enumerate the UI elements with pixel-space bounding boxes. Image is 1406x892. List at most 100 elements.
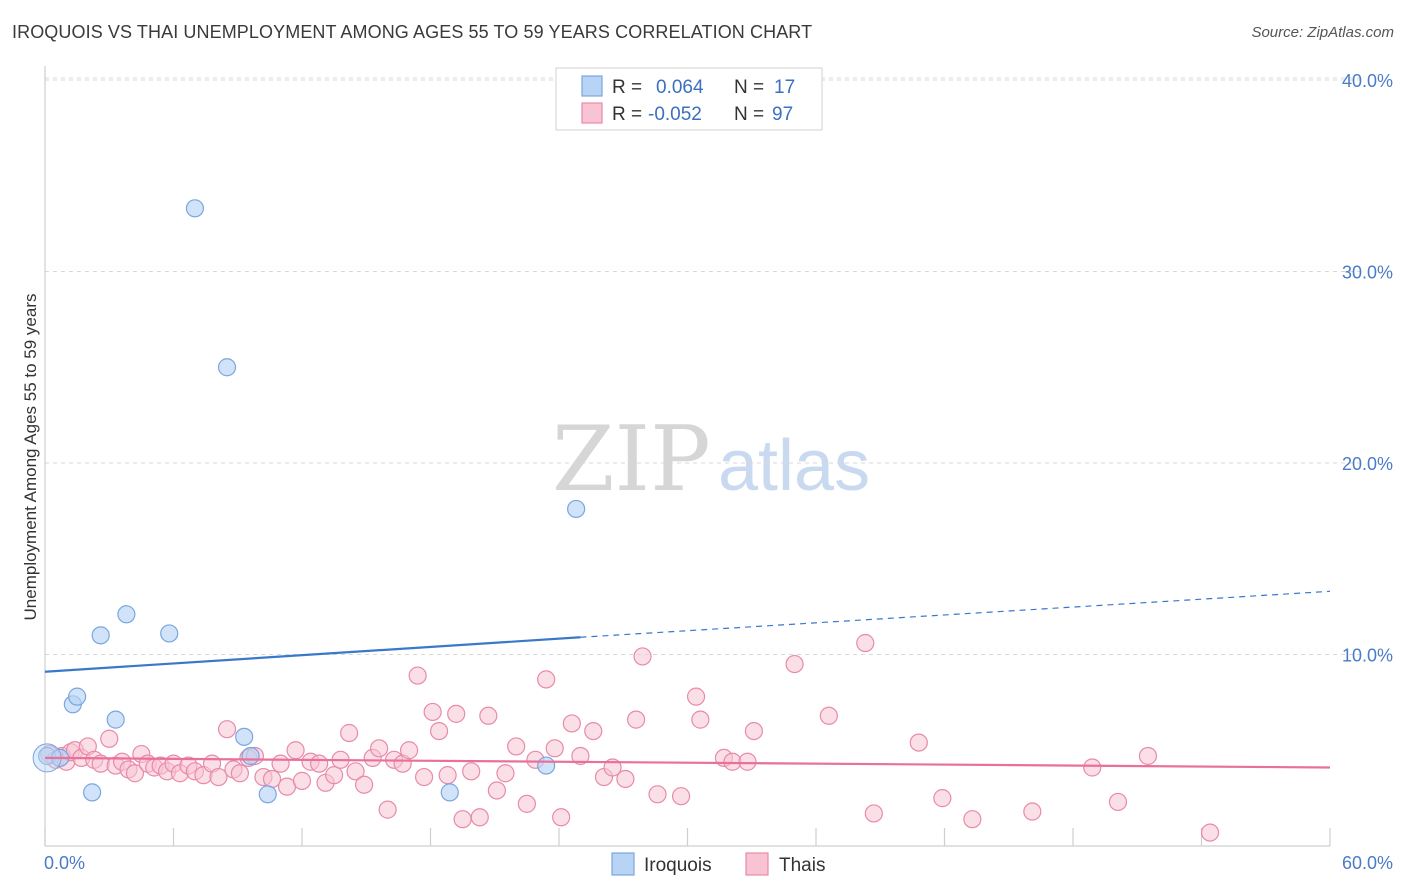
point-thais bbox=[230, 764, 249, 783]
point-thais bbox=[286, 741, 305, 760]
y-tick-label: 30.0% bbox=[1342, 263, 1393, 283]
source-label: Source: ZipAtlas.com bbox=[1251, 24, 1394, 41]
point-thais bbox=[616, 769, 635, 789]
point-thais bbox=[507, 737, 526, 756]
point-iroquois bbox=[68, 687, 87, 706]
legend-swatch-thais bbox=[581, 102, 603, 124]
trend-iroquois-dashed bbox=[580, 590, 1331, 638]
point-iroquois bbox=[185, 199, 205, 218]
point-thais bbox=[423, 702, 442, 722]
trend-lines bbox=[44, 590, 1331, 769]
point-iroquois bbox=[160, 624, 179, 643]
point-thais bbox=[633, 647, 652, 666]
point-thais bbox=[626, 710, 646, 729]
point-thais bbox=[262, 769, 282, 789]
watermark-atlas: atlas bbox=[718, 426, 870, 506]
correlation-legend: R = 0.064 N = 17 R = -0.052 N = 97 bbox=[555, 67, 823, 131]
point-thais bbox=[671, 787, 691, 806]
point-thais bbox=[447, 704, 466, 723]
point-iroquois bbox=[537, 756, 556, 775]
point-iroquois bbox=[235, 727, 254, 746]
point-thais bbox=[292, 771, 312, 790]
series-legend: Iroquois Thais bbox=[611, 852, 825, 876]
legend-n-label-thais: N = bbox=[734, 104, 764, 125]
point-thais bbox=[552, 808, 571, 827]
point-thais bbox=[1138, 746, 1158, 766]
point-iroquois bbox=[241, 746, 260, 766]
point-iroquois bbox=[258, 785, 277, 804]
point-thais bbox=[438, 766, 457, 785]
axes bbox=[44, 66, 1331, 847]
y-tick-label: 40.0% bbox=[1342, 71, 1393, 91]
tick-labels: 10.0% 20.0% 30.0% 40.0% 0.0% 60.0% bbox=[44, 71, 1393, 873]
point-thais bbox=[462, 762, 481, 781]
point-iroquois bbox=[117, 605, 136, 624]
point-thais bbox=[864, 804, 883, 823]
trend-thais bbox=[44, 756, 1331, 769]
point-thais bbox=[429, 721, 449, 741]
point-thais bbox=[355, 775, 374, 794]
bottom-legend-label-iroquois: Iroquois bbox=[644, 855, 712, 876]
legend-swatch-iroquois bbox=[581, 75, 603, 97]
gridlines bbox=[45, 77, 1360, 655]
point-thais bbox=[537, 670, 556, 689]
point-iroquois bbox=[83, 783, 102, 802]
point-thais bbox=[496, 764, 515, 783]
point-thais bbox=[408, 666, 427, 685]
point-thais bbox=[562, 714, 581, 733]
point-thais bbox=[1083, 758, 1102, 777]
point-thais bbox=[1108, 792, 1128, 812]
legend-n-value-thais: 97 bbox=[772, 104, 793, 125]
point-thais bbox=[217, 720, 237, 739]
point-thais bbox=[1023, 802, 1042, 821]
point-thais bbox=[378, 800, 397, 819]
point-thais bbox=[584, 721, 603, 741]
watermark-zip: ZIP bbox=[552, 407, 711, 512]
point-thais bbox=[100, 729, 119, 748]
series-iroquois-points bbox=[32, 199, 586, 804]
point-thais bbox=[453, 810, 472, 829]
point-thais bbox=[310, 754, 329, 773]
y-axis-label: Unemployment Among Ages 55 to 59 years bbox=[21, 294, 40, 621]
point-thais bbox=[648, 785, 667, 804]
point-thais bbox=[1200, 823, 1220, 842]
x-tick-label-min: 0.0% bbox=[44, 853, 85, 873]
point-thais bbox=[738, 752, 757, 771]
legend-n-label-iroquois: N = bbox=[734, 77, 764, 98]
point-iroquois bbox=[217, 358, 237, 377]
point-thais bbox=[517, 794, 536, 813]
x-tick-label-max: 60.0% bbox=[1342, 853, 1393, 873]
point-thais bbox=[125, 764, 145, 783]
point-iroquois bbox=[106, 710, 125, 729]
point-thais bbox=[819, 706, 838, 725]
point-thais bbox=[856, 633, 875, 653]
point-thais bbox=[933, 789, 952, 808]
legend-r-value-thais: -0.052 bbox=[648, 104, 702, 125]
y-tick-label: 20.0% bbox=[1342, 454, 1393, 474]
point-thais bbox=[325, 766, 344, 785]
point-iroquois bbox=[567, 499, 586, 519]
point-thais bbox=[346, 762, 365, 781]
point-thais bbox=[340, 723, 359, 743]
bottom-legend-swatch-thais bbox=[745, 852, 769, 876]
legend-r-label-thais: R = bbox=[612, 104, 642, 125]
legend-r-value-iroquois: 0.064 bbox=[656, 77, 704, 98]
point-thais bbox=[963, 810, 982, 829]
point-thais bbox=[271, 754, 290, 773]
bottom-legend-swatch-iroquois bbox=[611, 852, 635, 876]
point-thais bbox=[785, 654, 804, 674]
chart-title: IROQUOIS VS THAI UNEMPLOYMENT AMONG AGES… bbox=[12, 22, 813, 42]
point-thais bbox=[414, 767, 434, 787]
point-thais bbox=[691, 710, 710, 729]
point-thais bbox=[571, 746, 590, 766]
watermark: ZIP atlas bbox=[552, 407, 870, 512]
legend-r-label-iroquois: R = bbox=[612, 77, 642, 98]
legend-n-value-iroquois: 17 bbox=[774, 77, 795, 98]
point-thais bbox=[686, 687, 706, 706]
y-tick-label: 10.0% bbox=[1342, 646, 1393, 666]
point-thais bbox=[545, 739, 564, 758]
point-thais bbox=[744, 721, 763, 741]
point-thais bbox=[209, 767, 228, 787]
point-thais bbox=[909, 733, 928, 752]
